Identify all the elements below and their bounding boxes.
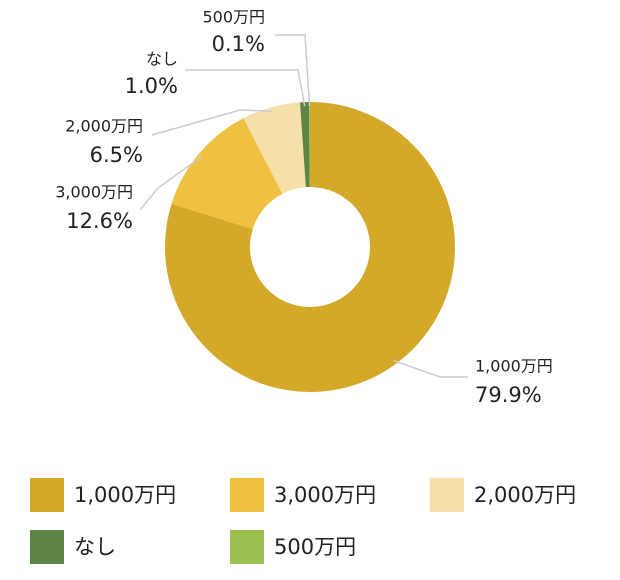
- slice-value: 12.6%: [66, 209, 133, 233]
- slice-value: 6.5%: [90, 143, 143, 167]
- legend-label: 1,000万円: [74, 483, 176, 507]
- slice-name: 2,000万円: [65, 117, 143, 136]
- leader-line: [393, 359, 468, 378]
- legend-swatch: [230, 478, 264, 512]
- leader-line: [275, 34, 311, 107]
- slice-name: 1,000万円: [475, 357, 553, 376]
- slice-value: 79.9%: [475, 383, 542, 407]
- slice-name: 3,000万円: [55, 183, 133, 202]
- slice: [299, 102, 310, 188]
- slice: [165, 102, 456, 392]
- leader-line: [185, 69, 306, 107]
- slice-name: なし: [146, 50, 178, 69]
- legend-swatch: [30, 530, 64, 564]
- legend-label: 500万円: [274, 535, 356, 559]
- legend-swatch: [230, 530, 264, 564]
- legend-label: なし: [74, 535, 116, 559]
- legend-swatch: [30, 478, 64, 512]
- slice: [171, 118, 283, 230]
- legend-label: 2,000万円: [474, 483, 576, 507]
- slice-value: 1.0%: [125, 74, 178, 98]
- leader-line: [151, 109, 273, 136]
- legend-label: 3,000万円: [274, 483, 376, 507]
- slice-value: 0.1%: [212, 32, 265, 56]
- slice-name: 500万円: [202, 8, 265, 27]
- legend-swatch: [430, 478, 464, 512]
- leader-line: [139, 155, 203, 211]
- slice: [309, 102, 310, 188]
- slice: [243, 102, 306, 194]
